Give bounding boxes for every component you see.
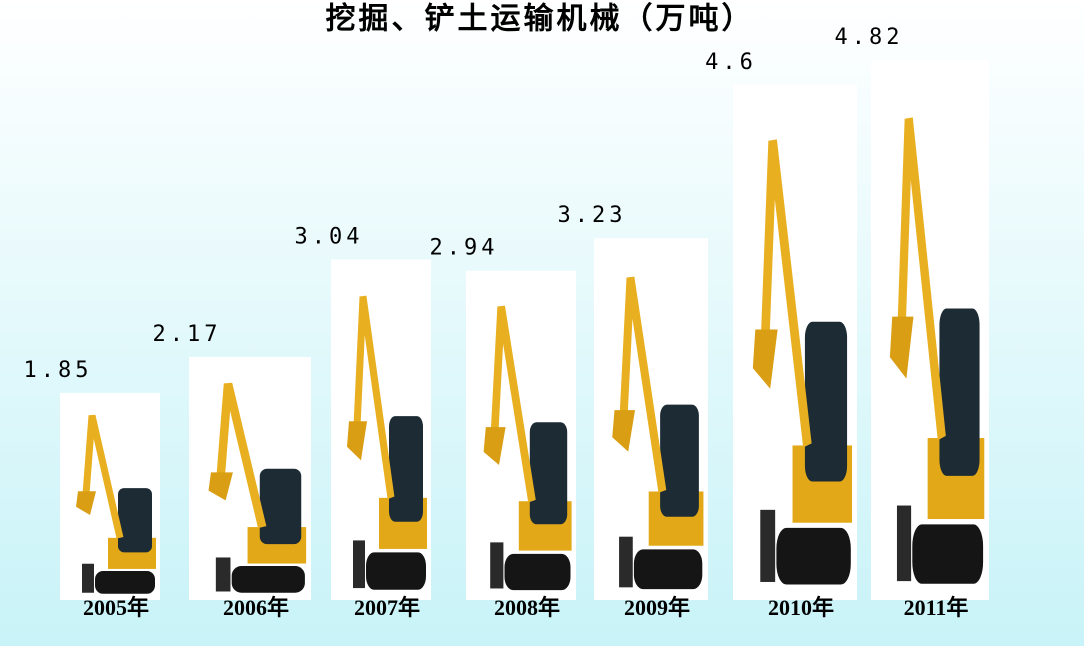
cab bbox=[118, 488, 152, 553]
track bbox=[776, 527, 851, 585]
blade bbox=[896, 505, 912, 582]
boom bbox=[353, 295, 395, 500]
excavator-icon bbox=[483, 305, 572, 591]
bucket bbox=[752, 329, 778, 389]
cab bbox=[389, 416, 423, 522]
cab bbox=[804, 321, 848, 482]
excavator-icon bbox=[752, 139, 853, 585]
value-label: 4.82 bbox=[835, 25, 904, 50]
value-label: 3.23 bbox=[558, 203, 627, 228]
track bbox=[95, 570, 155, 594]
value-label: 3.04 bbox=[295, 225, 364, 250]
x-tick-label: 2007年 bbox=[354, 595, 420, 620]
track bbox=[504, 553, 571, 591]
track bbox=[633, 549, 703, 590]
bucket bbox=[208, 472, 233, 501]
value-label: 4.6 bbox=[705, 50, 757, 75]
boom bbox=[760, 139, 812, 448]
blade bbox=[82, 563, 94, 593]
blade bbox=[619, 536, 633, 588]
cab bbox=[259, 468, 302, 545]
blade bbox=[353, 540, 365, 589]
track bbox=[366, 552, 426, 590]
x-tick-label: 2010年 bbox=[768, 595, 834, 620]
excavator-icon bbox=[347, 295, 427, 590]
cab bbox=[529, 422, 568, 525]
x-tick-label: 2009年 bbox=[624, 595, 690, 620]
cab bbox=[660, 404, 699, 517]
x-tick-label: 2011年 bbox=[904, 595, 969, 620]
blade bbox=[490, 542, 504, 589]
boom bbox=[82, 414, 124, 539]
excavator-icon bbox=[76, 414, 156, 594]
bucket bbox=[483, 427, 506, 465]
bucket bbox=[612, 410, 636, 452]
excavator-icon bbox=[208, 382, 307, 593]
boom bbox=[490, 305, 536, 503]
value-label: 2.17 bbox=[153, 322, 222, 347]
cab bbox=[939, 308, 980, 476]
boom bbox=[897, 117, 946, 441]
blade bbox=[215, 557, 231, 592]
blade bbox=[760, 509, 776, 582]
bucket bbox=[76, 491, 96, 516]
value-label: 1.85 bbox=[24, 358, 93, 383]
chart-title: 挖掘、铲土运输机械（万吨） bbox=[326, 2, 755, 37]
x-tick-label: 2006年 bbox=[223, 595, 289, 620]
x-tick-label: 2005年 bbox=[83, 595, 149, 620]
value-label: 2.94 bbox=[430, 236, 499, 261]
boom bbox=[619, 276, 667, 493]
excavator-icon bbox=[889, 117, 985, 584]
bucket bbox=[889, 316, 914, 379]
track bbox=[231, 565, 305, 593]
x-tick-label: 2008年 bbox=[494, 595, 560, 620]
bucket bbox=[347, 421, 367, 461]
track bbox=[912, 524, 984, 584]
excavator-icon bbox=[612, 276, 704, 590]
boom bbox=[216, 382, 267, 529]
